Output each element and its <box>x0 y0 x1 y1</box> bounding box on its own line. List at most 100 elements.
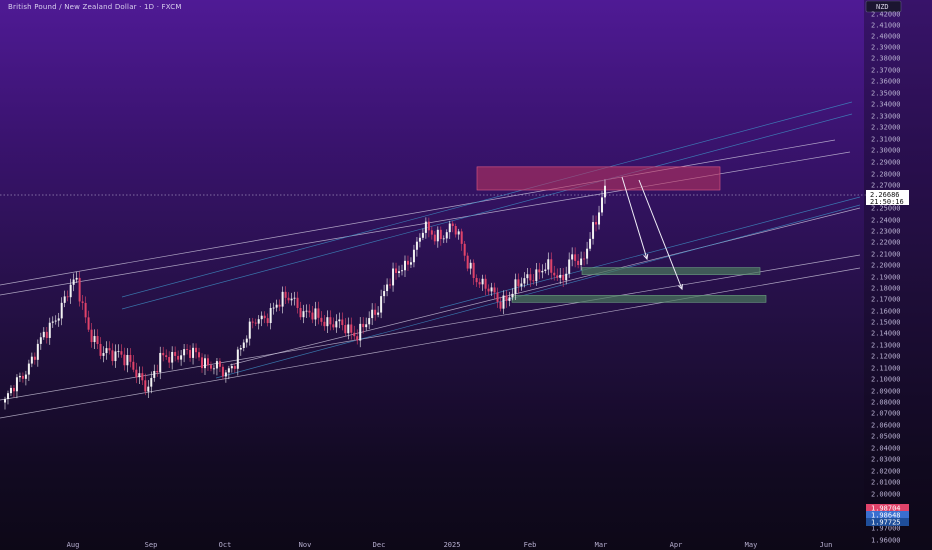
candle[interactable] <box>206 354 209 372</box>
candle[interactable] <box>269 303 272 330</box>
candle[interactable] <box>105 341 108 360</box>
channel-line[interactable] <box>121 113 853 310</box>
candle[interactable] <box>314 301 317 326</box>
candle[interactable] <box>63 290 66 308</box>
candle[interactable] <box>215 357 218 376</box>
channel-line[interactable] <box>439 196 861 309</box>
candle[interactable] <box>374 303 377 321</box>
candle[interactable] <box>209 361 212 372</box>
candle[interactable] <box>233 363 236 373</box>
candle[interactable] <box>48 317 51 345</box>
candle[interactable] <box>499 296 502 312</box>
candle[interactable] <box>460 228 463 251</box>
demand-zone[interactable] <box>511 295 767 303</box>
candle[interactable] <box>529 267 532 287</box>
candle[interactable] <box>451 221 454 233</box>
candle[interactable] <box>329 310 332 331</box>
candle[interactable] <box>448 220 451 239</box>
candle[interactable] <box>81 295 84 310</box>
candle[interactable] <box>281 286 284 314</box>
candle[interactable] <box>353 325 356 341</box>
channel-line[interactable] <box>0 267 861 419</box>
candle[interactable] <box>418 233 421 248</box>
candle[interactable] <box>260 311 263 327</box>
candle[interactable] <box>284 286 287 305</box>
candle[interactable] <box>508 291 511 307</box>
channel-line[interactable] <box>229 207 861 366</box>
candle[interactable] <box>272 302 275 315</box>
candle[interactable] <box>365 317 368 331</box>
candle[interactable] <box>6 390 9 405</box>
candle[interactable] <box>96 329 99 349</box>
candle[interactable] <box>218 358 221 372</box>
candle[interactable] <box>203 354 206 376</box>
candle[interactable] <box>171 346 174 370</box>
candle[interactable] <box>421 228 424 241</box>
channel-line[interactable] <box>0 139 836 286</box>
candle[interactable] <box>389 278 392 289</box>
candle[interactable] <box>406 255 409 271</box>
candle[interactable] <box>320 311 323 326</box>
candle[interactable] <box>601 190 603 216</box>
candle[interactable] <box>568 252 571 278</box>
candle[interactable] <box>341 312 344 331</box>
candle[interactable] <box>466 252 469 272</box>
candle[interactable] <box>517 273 520 294</box>
candle[interactable] <box>445 229 448 243</box>
candle[interactable] <box>371 303 374 325</box>
candle[interactable] <box>224 369 227 383</box>
candle[interactable] <box>377 306 380 318</box>
candle[interactable] <box>469 259 472 275</box>
candle[interactable] <box>368 311 371 330</box>
candle[interactable] <box>183 344 186 363</box>
candle[interactable] <box>350 317 353 340</box>
candle[interactable] <box>595 215 598 232</box>
candle[interactable] <box>117 344 120 358</box>
candle[interactable] <box>195 343 198 359</box>
candle[interactable] <box>72 273 75 292</box>
candle[interactable] <box>201 353 204 373</box>
candle[interactable] <box>120 344 123 358</box>
candle[interactable] <box>401 264 404 276</box>
candle[interactable] <box>39 332 42 350</box>
candle[interactable] <box>454 223 457 238</box>
candle[interactable] <box>135 362 138 384</box>
candle[interactable] <box>535 262 538 286</box>
candle[interactable] <box>27 359 30 382</box>
candle[interactable] <box>311 306 314 324</box>
candle[interactable] <box>415 236 418 257</box>
candle[interactable] <box>168 351 171 369</box>
candle[interactable] <box>21 372 24 383</box>
candle[interactable] <box>505 290 508 308</box>
candle[interactable] <box>317 301 320 325</box>
candle[interactable] <box>565 266 568 285</box>
candle[interactable] <box>541 264 544 279</box>
candle[interactable] <box>383 284 386 304</box>
candle[interactable] <box>493 282 496 300</box>
candle[interactable] <box>544 262 547 274</box>
candle[interactable] <box>332 317 335 331</box>
candle[interactable] <box>84 296 87 324</box>
candle[interactable] <box>230 363 233 373</box>
candle[interactable] <box>439 226 442 246</box>
projection-arrow[interactable] <box>638 179 683 290</box>
candle[interactable] <box>308 304 311 318</box>
candle[interactable] <box>24 370 27 386</box>
candle[interactable] <box>54 315 57 325</box>
candle[interactable] <box>275 299 278 312</box>
candle[interactable] <box>15 374 18 399</box>
price-axis[interactable]: NZD 2.42000 2.41000 2.40000 2.39000 2.38000 2… <box>864 0 932 550</box>
candle[interactable] <box>36 339 39 367</box>
candle[interactable] <box>198 347 201 361</box>
candle[interactable] <box>302 304 305 324</box>
candle[interactable] <box>108 341 111 355</box>
candle[interactable] <box>562 267 565 287</box>
candle[interactable] <box>287 292 290 304</box>
candle[interactable] <box>305 304 308 319</box>
candle[interactable] <box>490 282 493 297</box>
candle[interactable] <box>586 241 589 265</box>
candle[interactable] <box>359 317 362 348</box>
candle[interactable] <box>598 205 601 230</box>
candle[interactable] <box>263 311 266 324</box>
